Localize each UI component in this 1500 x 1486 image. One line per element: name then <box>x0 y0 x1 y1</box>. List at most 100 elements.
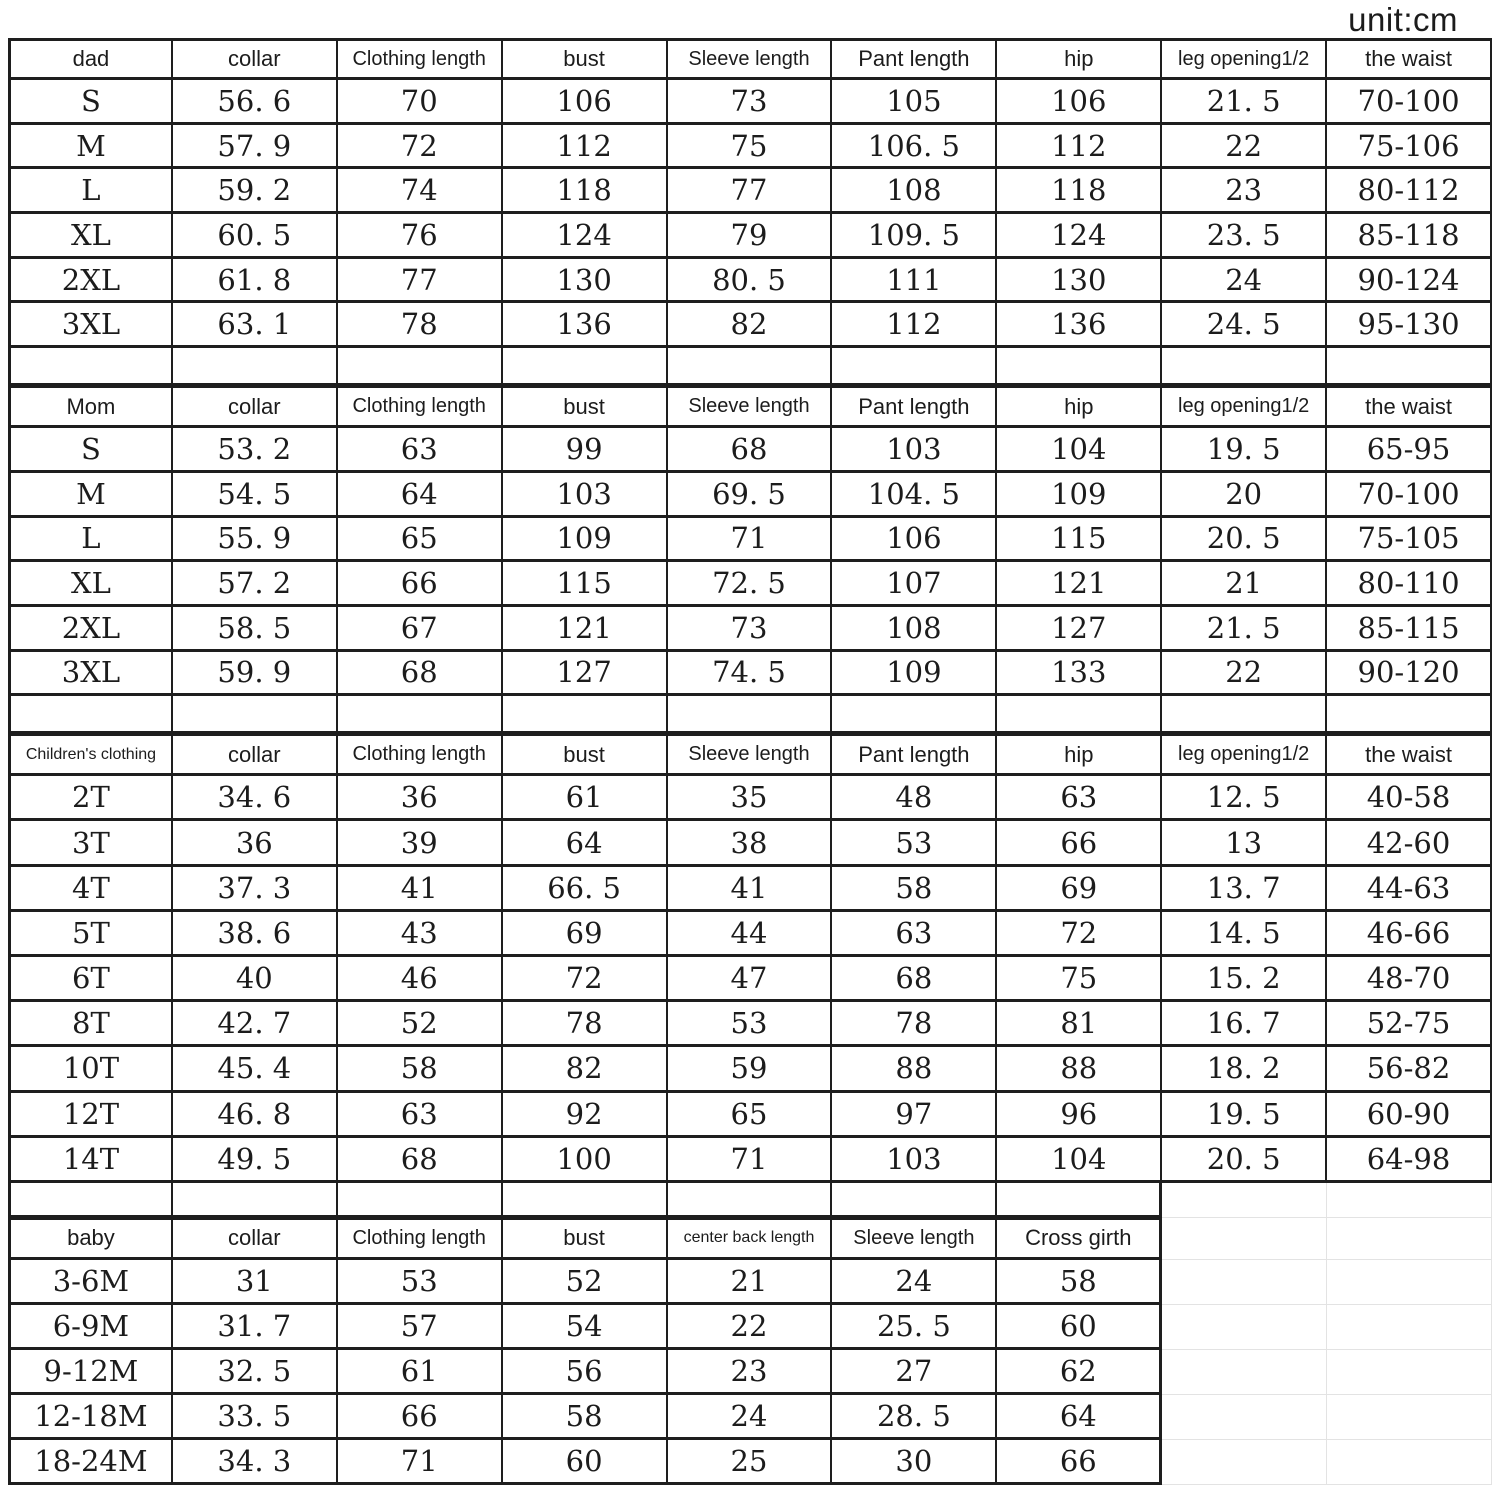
value-cell: 55. 9 <box>172 517 338 563</box>
value-cell: 107 <box>832 562 998 607</box>
header-cell: Sleeve length <box>667 734 833 777</box>
value-cell: 78 <box>337 303 503 349</box>
empty-cell <box>1162 348 1328 387</box>
value-cell: 40 <box>172 957 338 1003</box>
header-cell: leg opening1/2 <box>1162 38 1328 80</box>
ghost-cell <box>1162 1259 1328 1305</box>
empty-cell <box>667 696 833 735</box>
section-title-cell: dad <box>8 38 173 80</box>
value-cell: 33. 5 <box>172 1394 338 1440</box>
value-cell: 60-90 <box>1327 1092 1492 1138</box>
value-cell: 37. 3 <box>172 866 338 912</box>
header-cell: leg opening1/2 <box>1162 386 1328 429</box>
value-cell: 22 <box>667 1304 833 1350</box>
value-cell: 36 <box>337 776 503 822</box>
empty-cell <box>337 348 503 387</box>
empty-cell <box>832 1182 998 1218</box>
header-cell: leg opening1/2 <box>1162 734 1328 777</box>
table-row: 6-9M 31. 7 57 54 22 25. 5 60 <box>8 1304 1492 1350</box>
empty-cell <box>172 1182 338 1218</box>
empty-cell <box>832 348 998 387</box>
value-cell: 30 <box>832 1439 998 1485</box>
ghost-cell <box>1327 1349 1492 1395</box>
value-cell: 64 <box>997 1394 1163 1440</box>
value-cell: 21 <box>1162 562 1328 607</box>
size-cell: XL <box>8 562 173 607</box>
table-row: 3T 36 39 64 38 53 66 13 42-60 <box>8 821 1492 867</box>
value-cell: 88 <box>997 1047 1163 1093</box>
value-cell: 66. 5 <box>502 866 668 912</box>
value-cell: 39 <box>337 821 503 867</box>
value-cell: 63 <box>832 911 998 957</box>
table-row: 10T 45. 4 58 82 59 88 88 18. 2 56-82 <box>8 1047 1492 1093</box>
value-cell: 109 <box>997 472 1163 518</box>
empty-cell <box>8 1182 173 1218</box>
value-cell: 28. 5 <box>832 1394 998 1440</box>
size-cell: 8T <box>8 1002 173 1048</box>
header-cell: Clothing length <box>337 1217 503 1260</box>
table-row: 4T 37. 3 41 66. 5 41 58 69 13. 7 44-63 <box>8 866 1492 912</box>
value-cell: 88 <box>832 1047 998 1093</box>
ghost-cell <box>1162 1182 1328 1218</box>
value-cell: 20. 5 <box>1162 1137 1328 1183</box>
table-row: 3-6M 31 53 52 21 24 58 <box>8 1259 1492 1305</box>
value-cell: 70 <box>337 80 503 125</box>
table-row: 2XL 58. 5 67 121 73 108 127 21. 5 85-115 <box>8 606 1492 652</box>
empty-cell <box>997 348 1163 387</box>
value-cell: 36 <box>172 821 338 867</box>
header-cell: Sleeve length <box>667 386 833 429</box>
value-cell: 44 <box>667 911 833 957</box>
value-cell: 121 <box>502 606 668 652</box>
value-cell: 66 <box>997 821 1163 867</box>
value-cell: 121 <box>997 562 1163 607</box>
table-row: M 54. 5 64 103 69. 5 104. 5 109 20 70-100 <box>8 472 1492 518</box>
value-cell: 22 <box>1162 651 1328 697</box>
value-cell: 64-98 <box>1327 1137 1492 1183</box>
value-cell: 106. 5 <box>832 124 998 170</box>
value-cell: 81 <box>997 1002 1163 1048</box>
section-header-row: Children's clothing collar Clothing length… <box>8 734 1492 777</box>
value-cell: 72 <box>997 911 1163 957</box>
value-cell: 65 <box>337 517 503 563</box>
value-cell: 64 <box>502 821 668 867</box>
value-cell: 78 <box>832 1002 998 1048</box>
empty-cell <box>172 348 338 387</box>
value-cell: 66 <box>997 1439 1163 1485</box>
header-cell: hip <box>997 386 1163 429</box>
value-cell: 25 <box>667 1439 833 1485</box>
value-cell: 43 <box>337 911 503 957</box>
value-cell: 112 <box>502 124 668 170</box>
table-row: 3XL 59. 9 68 127 74. 5 109 133 22 90-120 <box>8 651 1492 697</box>
table-row: S 56. 6 70 106 73 105 106 21. 5 70-100 <box>8 80 1492 125</box>
ghost-cell <box>1162 1439 1328 1485</box>
value-cell: 80. 5 <box>667 258 833 304</box>
value-cell: 21. 5 <box>1162 606 1328 652</box>
separator-row <box>8 696 1492 735</box>
value-cell: 106 <box>832 517 998 563</box>
value-cell: 53 <box>667 1002 833 1048</box>
value-cell: 60. 5 <box>172 214 338 259</box>
value-cell: 112 <box>997 124 1163 170</box>
value-cell: 68 <box>337 651 503 697</box>
ghost-cell <box>1162 1304 1328 1350</box>
value-cell: 23 <box>1162 169 1328 215</box>
value-cell: 42. 7 <box>172 1002 338 1048</box>
table-row: 5T 38. 6 43 69 44 63 72 14. 5 46-66 <box>8 911 1492 957</box>
value-cell: 136 <box>502 303 668 349</box>
value-cell: 25. 5 <box>832 1304 998 1350</box>
section-header-row: Mom collar Clothing length bust Sleeve lengt… <box>8 386 1492 429</box>
value-cell: 59. 2 <box>172 169 338 215</box>
size-cell: 2XL <box>8 258 173 304</box>
value-cell: 54 <box>502 1304 668 1350</box>
value-cell: 38. 6 <box>172 911 338 957</box>
value-cell: 22 <box>1162 124 1328 170</box>
value-cell: 12. 5 <box>1162 776 1328 822</box>
value-cell: 27 <box>832 1349 998 1395</box>
value-cell: 49. 5 <box>172 1137 338 1183</box>
empty-cell <box>832 696 998 735</box>
value-cell: 71 <box>337 1439 503 1485</box>
value-cell: 106 <box>997 80 1163 125</box>
table-row: 9-12M 32. 5 61 56 23 27 62 <box>8 1349 1492 1395</box>
value-cell: 109 <box>502 517 668 563</box>
value-cell: 53. 2 <box>172 428 338 473</box>
